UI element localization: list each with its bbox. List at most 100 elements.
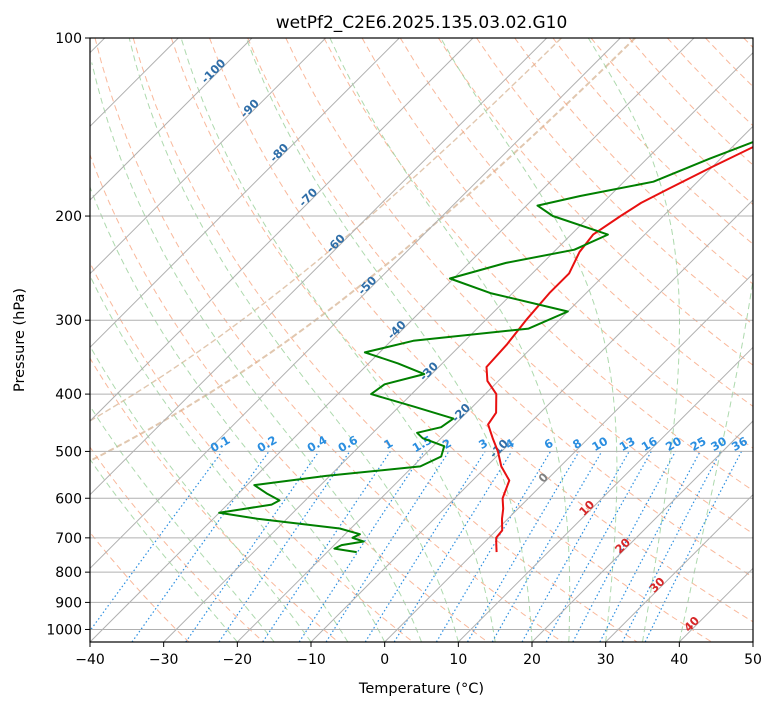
mixing-ratio-line [521,451,630,642]
mixing-ratio-line [364,451,486,642]
isotherm-gridline [605,493,753,642]
mixing-ratio-label: 8 [570,436,584,452]
mixing-ratio-label: 20 [663,434,684,454]
isotherm-gridline [678,567,753,642]
moist-adiabat [329,38,571,642]
x-tick-label: 50 [744,652,762,668]
moist-adiabat [678,38,753,642]
isotherm-label: 10 [576,497,597,518]
mixing-ratio-label: 30 [708,434,729,454]
mixing-ratio-label: 2 [440,436,454,452]
skewed-isotherm-grid [90,38,753,642]
background-arcs [90,38,636,463]
dry-adiabat [90,153,488,642]
isotherm-gridline [90,38,621,570]
isotherm-label: 0 [535,470,551,486]
x-tick-label: −20 [223,652,253,668]
y-tick-label: 400 [55,387,82,403]
dry-adiabat [552,38,753,245]
dry-adiabat [209,38,753,623]
mixing-ratio-label: 10 [589,434,610,454]
moist-adiabat [90,185,386,642]
mixing-ratio-line [621,451,722,642]
isotherm-label: 30 [646,574,667,595]
dry-adiabat [90,531,190,642]
isotherm-gridline [531,420,753,642]
isotherm-gridline [163,51,753,642]
mixing-ratio-line [298,451,425,642]
dry-adiabat [667,38,753,127]
mixing-ratio-label: 25 [688,434,709,454]
dry-adiabat [90,446,264,642]
mixing-ratio-label: 16 [639,434,660,454]
isotherm-gridline [752,641,753,642]
dry-adiabat [170,38,712,642]
x-tick-label: 10 [449,652,467,668]
moist-adiabat [90,458,238,642]
chart-title: wetPf2_C2E6.2025.135.03.02.G10 [276,13,568,33]
mixing-ratio-line [325,451,450,642]
dry-adiabat [437,38,753,366]
x-tick-label: −10 [296,652,326,668]
background-arc [90,38,562,422]
dry-adiabats [90,38,753,642]
y-tick-label: 500 [55,444,82,460]
dry-adiabat [705,38,753,88]
dry-adiabat [323,38,753,492]
mixing-ratio-line [435,451,552,642]
isotherm-gridline [236,125,753,642]
mixing-ratio-line [644,451,743,642]
mixing-ratio-label: 36 [729,434,750,454]
moist-adiabat [245,38,533,642]
isotherm-gridline [384,272,753,642]
isotherm-label: 40 [681,613,702,634]
isotherm-label: -70 [296,185,321,210]
moist-adiabat [180,38,496,642]
mixing-ratio-line [572,451,677,642]
x-axis-title: Temperature (°C) [358,681,484,697]
isotherm-gridline [310,199,753,642]
x-axis: −40 −30 −20 −10 0 10 20 30 40 50 [75,642,762,668]
isotherm-label: -100 [198,56,228,86]
isotherm-gridline [90,38,474,422]
profile-series [218,140,753,554]
dry-adiabat [132,38,638,642]
isotherm-label: -20 [449,400,474,425]
mixing-ratio-line [545,451,652,642]
y-tick-label: 1000 [46,622,82,638]
temperature-line [485,145,753,553]
isotherm-gridline [90,38,400,349]
y-tick-label: 800 [55,565,82,581]
plot-frame [89,37,754,643]
dry-adiabat [94,38,563,642]
moist-adiabat [587,38,680,642]
moist-adiabat [90,405,275,642]
y-tick-label: 700 [55,531,82,547]
y-tick-label: 300 [55,313,82,329]
background-lines [90,38,753,642]
y-axis: 100 200 300 400 500 600 700 800 900 1000 [46,31,90,638]
pressure-grid [90,38,753,630]
y-tick-label: 600 [55,491,82,507]
isotherm-label: -80 [267,140,292,165]
isotherm-gridline [90,38,548,496]
mixing-ratio-lines [90,451,743,642]
dry-adiabat [476,38,753,326]
mixing-ratio-line [90,451,223,632]
isotherm-gridline [90,38,695,642]
isotherm-gridline [457,346,753,642]
mixing-ratio-label: 13 [617,434,638,454]
x-tick-label: −30 [149,652,179,668]
y-tick-label: 100 [55,31,82,47]
isotherm-label: -50 [355,273,380,298]
moist-adiabat [440,38,618,642]
moist-adiabat [128,38,459,642]
isotherm-gridline [90,38,327,275]
y-tick-label: 200 [55,209,82,225]
moist-adiabat [90,274,349,642]
background-arc [90,38,636,463]
x-tick-label: 20 [523,652,541,668]
mixing-ratio-line [185,451,320,642]
x-tick-label: 40 [670,652,688,668]
